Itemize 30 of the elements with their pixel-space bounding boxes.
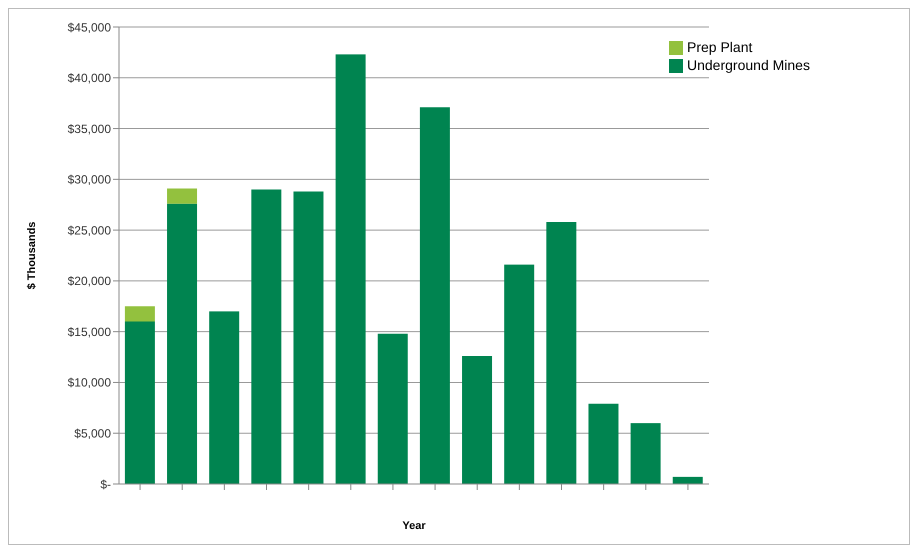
bar (588, 404, 618, 484)
bar (672, 476, 703, 484)
bar (209, 311, 240, 484)
y-tick-label: $10,000 (68, 376, 112, 390)
legend-label: Prep Plant (687, 39, 752, 55)
bar (124, 306, 155, 322)
bar (167, 188, 198, 204)
bar (546, 222, 576, 484)
y-tick-label: $30,000 (68, 172, 112, 187)
y-tick-label: $45,000 (68, 20, 112, 34)
y-tick-label: $35,000 (68, 122, 112, 136)
y-tick-label: $20,000 (68, 274, 112, 288)
y-axis-title: $ Thousands (26, 222, 38, 290)
bar (504, 264, 534, 484)
bar (378, 334, 408, 484)
bar (420, 107, 450, 484)
bar (124, 322, 155, 484)
bar (336, 54, 366, 484)
y-tick-label: $25,000 (68, 223, 112, 238)
bar (251, 189, 282, 484)
y-tick-label: $40,000 (68, 71, 112, 86)
y-tick-label: $- (100, 477, 111, 492)
legend-label: Underground Mines (687, 57, 810, 73)
bar (630, 423, 661, 484)
bar (167, 204, 198, 484)
x-axis-title: Year (402, 520, 426, 532)
y-tick-label: $5,000 (74, 426, 112, 440)
bar (462, 356, 492, 484)
y-tick-label: $15,000 (68, 324, 112, 339)
bar (293, 192, 324, 484)
